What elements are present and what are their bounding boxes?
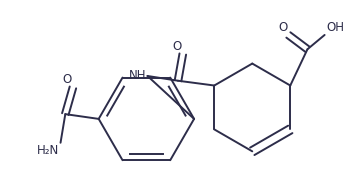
Text: O: O xyxy=(63,74,72,86)
Text: H₂N: H₂N xyxy=(37,144,60,157)
Text: O: O xyxy=(173,40,182,53)
Text: O: O xyxy=(278,21,288,34)
Text: OH: OH xyxy=(327,21,345,34)
Text: NH: NH xyxy=(129,70,147,83)
